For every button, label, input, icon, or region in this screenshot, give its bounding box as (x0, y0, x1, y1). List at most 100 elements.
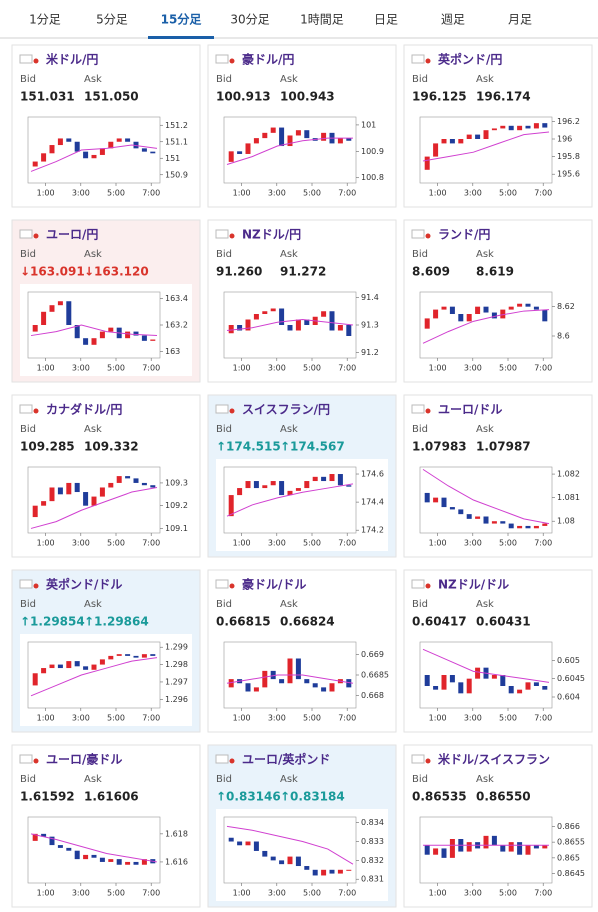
tab[interactable]: 1時間足 (300, 13, 344, 27)
candle (66, 661, 72, 669)
y-tick-label: 151.2 (165, 121, 188, 130)
rate-card[interactable]: スイスフラン/円 Bid Ask ↑174.515 ↑174.567 174.6 174.4… (207, 394, 397, 558)
candle (32, 673, 38, 686)
candle (49, 145, 55, 154)
candle (279, 481, 285, 496)
rate-card[interactable]: NZドル/ドル Bid Ask 0.60417 0.60431 0.605 0.6045 0.… (403, 569, 593, 733)
candle (66, 138, 72, 142)
x-tick-label: 7:00 (142, 889, 160, 898)
x-tick-label: 7:00 (142, 539, 160, 548)
tab[interactable]: 15分足 (161, 12, 202, 27)
flag-icon (229, 408, 235, 414)
rate-card[interactable]: 英ポンド/ドル Bid Ask ↑1.29854 ↑1.29864 1.299 1.298 1… (11, 569, 201, 733)
x-tick-label: 5:00 (499, 714, 517, 723)
x-tick-label: 1:00 (233, 889, 251, 898)
candle (449, 675, 455, 683)
tab[interactable]: 日足 (374, 13, 398, 27)
bid-value: 0.66815 (216, 615, 271, 629)
candle (433, 309, 439, 319)
candle (279, 860, 285, 865)
x-tick-label: 7:00 (142, 714, 160, 723)
candle (41, 311, 47, 325)
candle (57, 301, 63, 306)
flag-icon (33, 58, 39, 64)
ask-label: Ask (476, 249, 494, 260)
rate-card[interactable]: ユーロ/円 Bid Ask ↓163.091 ↓163.120 163.4 163.2 163… (11, 219, 201, 383)
tab[interactable]: 30分足 (230, 13, 269, 27)
ask-value: ↓163.120 (84, 265, 149, 279)
candle (533, 306, 539, 310)
candle (542, 686, 548, 690)
candle (74, 141, 80, 152)
candle (433, 497, 439, 503)
candle (228, 837, 234, 842)
tab[interactable]: 1分足 (29, 13, 61, 27)
y-tick-label: 163.2 (165, 321, 188, 330)
x-tick-label: 3:00 (464, 714, 482, 723)
rate-card[interactable]: NZドル/円 Bid Ask 91.260 91.272 91.4 91.3 91.2 1:00… (207, 219, 397, 383)
tab[interactable]: 月足 (508, 13, 532, 27)
candle (99, 487, 105, 497)
tab[interactable]: 5分足 (96, 13, 128, 27)
y-tick-label: 1.08 (557, 517, 575, 526)
rate-card[interactable]: ランド/円 Bid Ask 8.609 8.619 8.62 8.6 1:00 3:00 5:00… (403, 219, 593, 383)
rate-card[interactable]: 豪ドル/円 Bid Ask 100.913 100.943 101 100.9 100.8 1:… (207, 44, 397, 208)
rate-card[interactable]: ユーロ/豪ドル Bid Ask 1.61592 1.61606 1.618 1.616 1:0… (11, 744, 201, 908)
x-tick-label: 1:00 (233, 364, 251, 373)
bid-label: Bid (412, 74, 428, 85)
moving-average (422, 648, 550, 683)
rate-card[interactable]: 米ドル/円 Bid Ask 151.031 151.050 151.2 151.1 151 15… (11, 44, 201, 208)
rate-card[interactable]: カナダドル/円 Bid Ask 109.285 109.332 109.3 109.2 109… (11, 394, 201, 558)
rate-card[interactable]: ユーロ/ドル Bid Ask 1.07983 1.07987 1.082 1.081 1.08… (403, 394, 593, 558)
candle (83, 151, 89, 159)
pair-title: ユーロ/円 (46, 228, 98, 242)
ask-label: Ask (84, 599, 102, 610)
rate-card[interactable]: 豪ドル/ドル Bid Ask 0.66815 0.66824 0.669 0.6685 0.6… (207, 569, 397, 733)
ask-value: 151.050 (84, 90, 139, 104)
bid-value: ↓163.091 (20, 265, 85, 279)
candle (346, 679, 352, 688)
x-tick-label: 5:00 (303, 189, 321, 198)
x-tick-label: 1:00 (233, 539, 251, 548)
candle (525, 845, 531, 855)
flag-icon (19, 229, 33, 239)
rate-card[interactable]: 米ドル/スイスフラン Bid Ask 0.86535 0.86550 0.866 0.865… (403, 744, 593, 908)
flag-icon (19, 404, 33, 414)
candle (517, 525, 523, 529)
plot-frame (27, 466, 161, 534)
chart-bg (412, 109, 584, 201)
y-tick-label: 1.082 (557, 470, 580, 479)
tab[interactable]: 週足 (441, 13, 465, 27)
candle (287, 490, 293, 496)
candle (517, 689, 523, 694)
candle (83, 854, 89, 860)
candle (253, 687, 259, 692)
x-tick-label: 3:00 (268, 714, 286, 723)
ask-value: 91.272 (280, 265, 326, 279)
candle (304, 130, 310, 139)
candle (508, 686, 514, 694)
rate-card[interactable]: ユーロ/英ポンド Bid Ask ↑0.83146 ↑0.83184 0.834 0.833… (207, 744, 397, 908)
candle (533, 845, 539, 849)
x-tick-label: 3:00 (72, 364, 90, 373)
candle (141, 859, 147, 865)
candle (491, 521, 497, 524)
y-tick-label: 0.6685 (361, 671, 389, 680)
candle (458, 509, 464, 515)
candle (83, 338, 89, 345)
bid-value: 0.86535 (412, 790, 467, 804)
pair-title: 英ポンド/円 (438, 52, 502, 67)
candle (49, 836, 55, 846)
x-tick-label: 3:00 (268, 189, 286, 198)
chart-bg (20, 284, 192, 376)
rate-card[interactable]: 英ポンド/円 Bid Ask 196.125 196.174 196.2 196 195.8 1… (403, 44, 593, 208)
candle (508, 306, 514, 310)
y-tick-label: 0.832 (361, 856, 384, 865)
candle (441, 848, 447, 858)
plot-frame (419, 116, 553, 184)
candle (312, 683, 318, 688)
candle (41, 501, 47, 506)
candle (475, 667, 481, 679)
plot-frame (223, 466, 357, 534)
flag-icon (19, 54, 33, 64)
